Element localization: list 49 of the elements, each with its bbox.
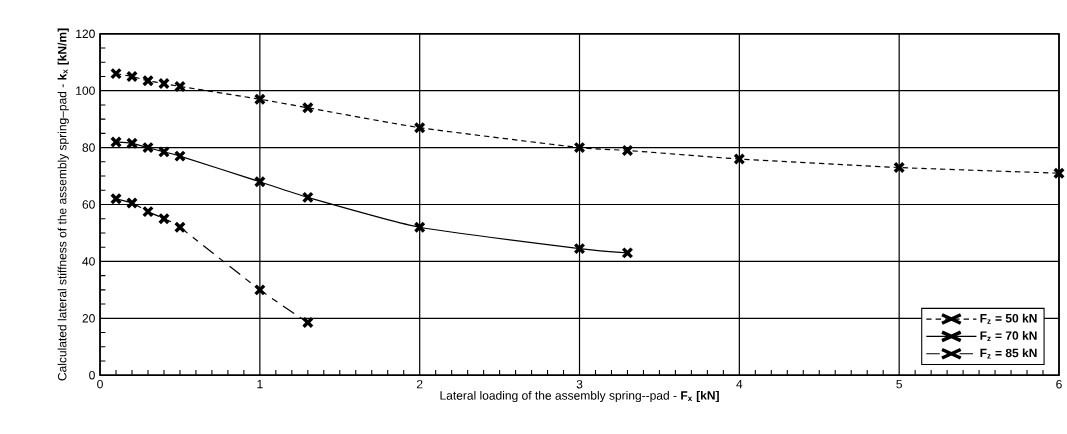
point — [573, 141, 586, 154]
point — [142, 205, 154, 218]
point — [253, 93, 266, 106]
point — [413, 121, 426, 134]
point — [110, 192, 123, 205]
legend-label: F$_{z}$ = 85 kN — [980, 348, 1037, 359]
point — [157, 77, 170, 90]
y-tick-label: 120 — [76, 29, 95, 39]
point — [126, 137, 138, 150]
point — [301, 101, 314, 114]
point — [173, 221, 186, 234]
point — [1053, 167, 1065, 180]
x-tick-label: 1 — [257, 379, 263, 389]
legend-label: F$_{z}$ = 70 kN — [980, 331, 1037, 342]
x-tick-label: 3 — [576, 379, 583, 389]
point — [142, 74, 154, 87]
point — [142, 141, 154, 154]
point — [301, 191, 314, 204]
x-tick-label: 5 — [896, 379, 902, 389]
point — [301, 316, 314, 329]
point — [621, 246, 634, 259]
point — [110, 67, 123, 80]
y-tick-label: 80 — [82, 143, 95, 152]
y-tick-label: 0 — [89, 371, 95, 380]
point — [173, 150, 186, 163]
point — [126, 197, 138, 210]
point — [253, 175, 266, 188]
y-tick-label: 20 — [82, 314, 95, 323]
point — [110, 135, 123, 148]
point — [621, 144, 634, 157]
x-tick-label: 4 — [736, 379, 743, 389]
point — [573, 242, 586, 255]
x-tick-label: 0 — [97, 379, 103, 389]
legend-label: F$_{z}$ = 50 kN — [980, 313, 1037, 324]
point — [733, 153, 746, 166]
text: Calculated lateral stiffness of the assembly spring–pad - k$_{x}$ [kN/m] — [57, 28, 69, 381]
y-tick-label: 100 — [76, 86, 95, 95]
x-tick-label: 6 — [1056, 379, 1062, 389]
point — [126, 70, 138, 83]
y-tick-label: 40 — [82, 257, 95, 266]
y-tick-label: 60 — [82, 200, 95, 209]
text: Lateral loading of the assembly spring--pad - F$_{x}$ [kN] — [440, 390, 719, 403]
point — [253, 283, 266, 296]
point — [157, 145, 170, 158]
point — [157, 212, 170, 225]
x-tick-label: 2 — [416, 379, 423, 389]
point — [413, 221, 426, 234]
point — [893, 161, 906, 174]
point — [173, 80, 186, 93]
